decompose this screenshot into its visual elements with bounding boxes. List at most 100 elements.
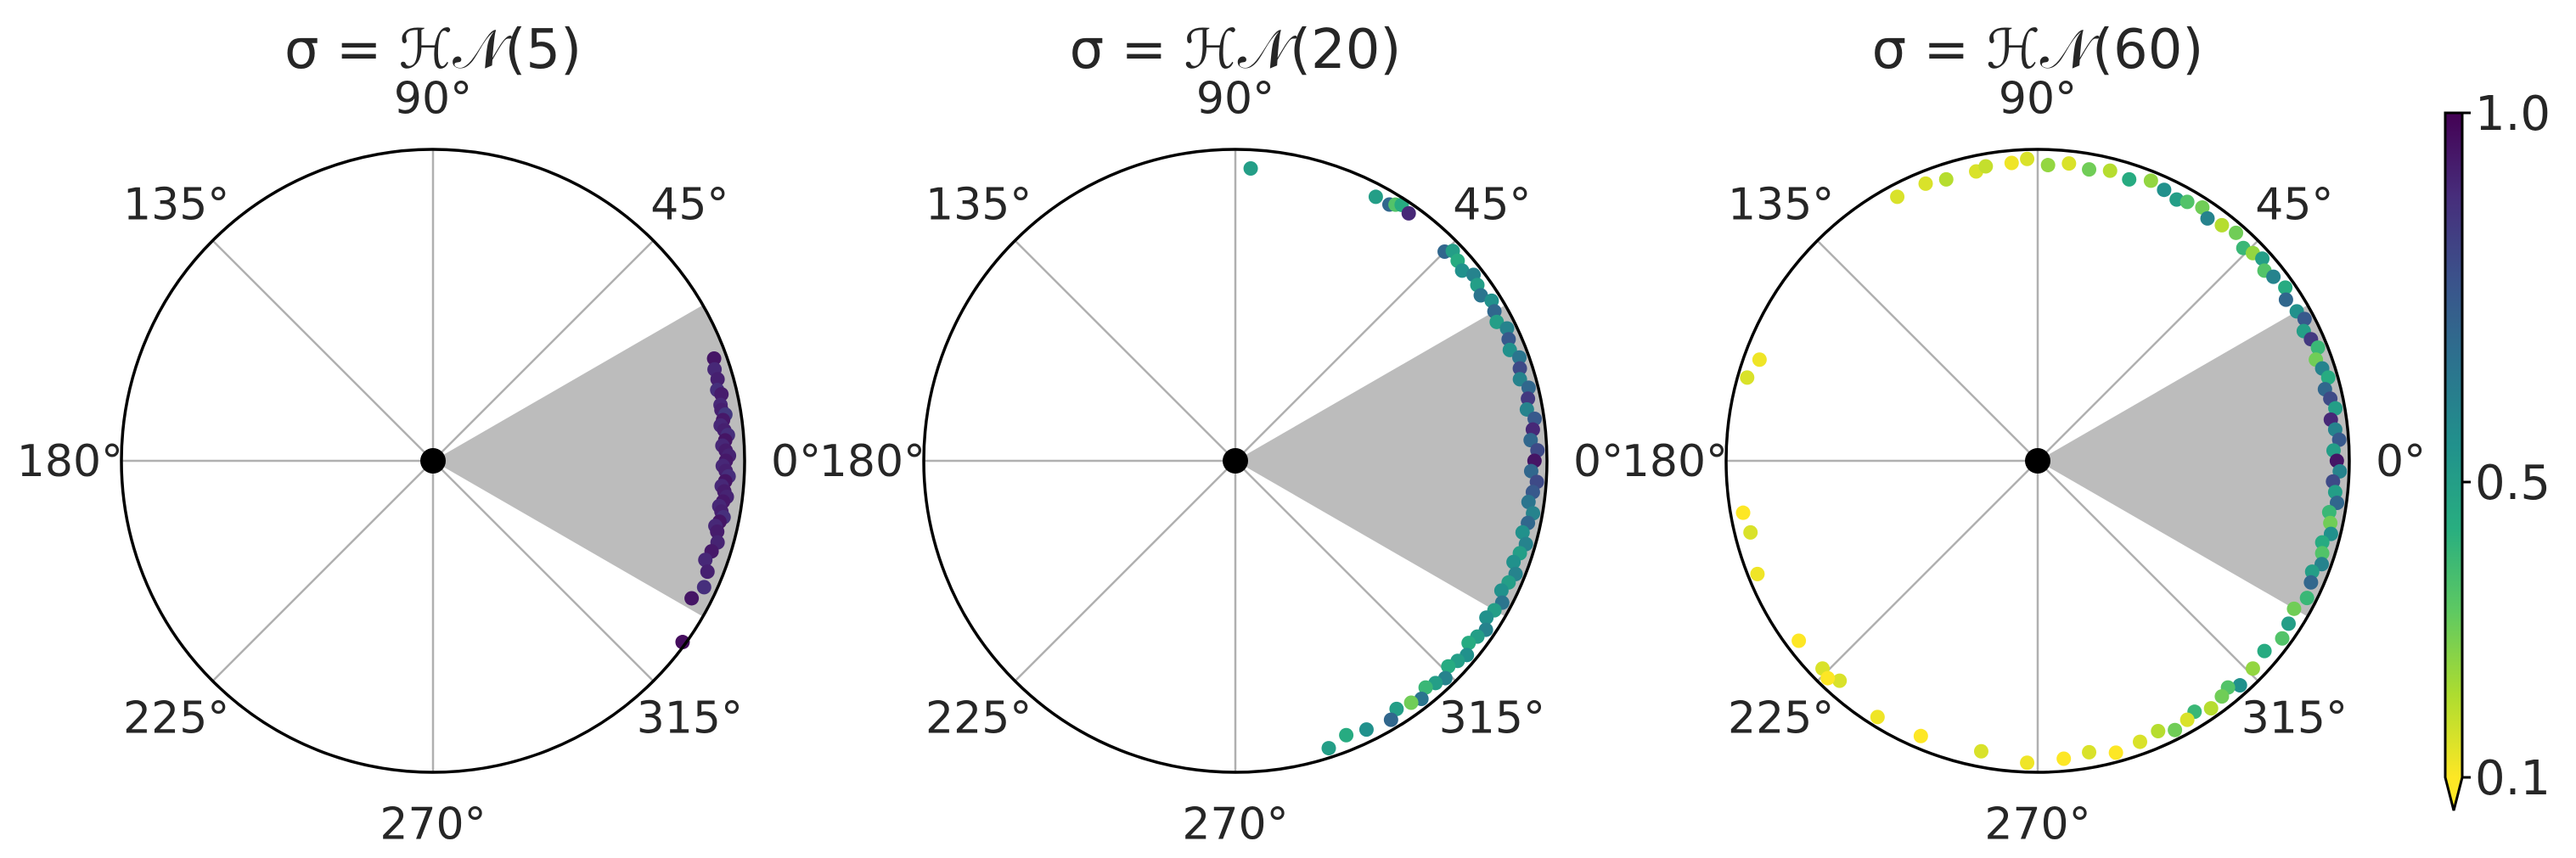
scatter-point	[2133, 734, 2148, 749]
scatter-point	[2195, 199, 2210, 215]
grid-spoke	[211, 460, 434, 682]
theta-tick-label: 270°	[1984, 799, 2090, 850]
shaded-wedge	[2038, 305, 2349, 617]
theta-tick-label: 180°	[819, 436, 925, 487]
subplot-title: σ = ℋ𝒩(20)	[1070, 19, 1402, 81]
scatter-point	[1489, 314, 1505, 329]
colorbar-body	[2445, 113, 2462, 777]
scatter-point	[1441, 659, 1456, 674]
theta-tick-label: 225°	[123, 693, 229, 743]
scatter-point	[1820, 670, 1836, 686]
scatter-points	[675, 350, 737, 650]
scatter-point	[698, 552, 713, 568]
scatter-point	[1870, 709, 1885, 725]
theta-tick-label: 270°	[380, 799, 486, 850]
scatter-point	[2168, 722, 2183, 737]
scatter-point	[1512, 350, 1527, 365]
scatter-point	[2200, 210, 2215, 226]
scatter-point	[2157, 182, 2172, 198]
scatter-point	[2257, 643, 2272, 659]
theta-tick-labels: 0° 45° 90° 135° 180° 225° 270° 315°	[1622, 73, 2426, 850]
theta-tick-labels: 0° 45° 90° 135° 180° 225° 270° 315°	[17, 73, 821, 850]
scatter-point	[1740, 370, 1755, 385]
polar-spine	[922, 148, 1549, 774]
scatter-point	[1515, 524, 1530, 540]
scatter-point	[1389, 701, 1404, 716]
subplot-title: σ = ℋ𝒩(60)	[1872, 19, 2204, 81]
theta-tick-label: 315°	[637, 693, 743, 743]
theta-tick-label: 45°	[2255, 180, 2333, 231]
scatter-point	[2245, 661, 2260, 676]
theta-tick-label: 270°	[1182, 799, 1288, 850]
scatter-point	[2332, 463, 2348, 479]
scatter-point	[1506, 554, 1521, 569]
grid-spoke	[1816, 460, 2039, 682]
center-marker	[1223, 448, 1248, 474]
theta-tick-label: 45°	[650, 180, 728, 231]
scatter-point	[2310, 340, 2326, 356]
scatter-point	[1499, 321, 1515, 336]
scatter-point	[2328, 401, 2343, 416]
scatter-point	[2082, 744, 2097, 760]
center-marker	[2025, 448, 2050, 474]
grid-spoke	[1816, 239, 2039, 462]
scatter-point	[1243, 160, 1258, 176]
theta-tick-label: 180°	[17, 436, 123, 487]
scatter-point	[2275, 631, 2290, 646]
scatter-point	[2286, 601, 2302, 616]
scatter-point	[2214, 689, 2230, 704]
scatter-point	[2299, 591, 2314, 606]
scatter-point	[2281, 616, 2296, 631]
scatter-point	[675, 635, 690, 650]
scatter-point	[2020, 755, 2035, 771]
scatter-point	[1321, 741, 1336, 756]
scatter-point	[1978, 159, 1994, 174]
scatter-point	[2056, 751, 2072, 766]
polar-spine	[1724, 148, 2351, 774]
theta-tick-label: 90°	[394, 73, 472, 124]
scatter-point	[1973, 743, 1988, 759]
theta-tick-label: 315°	[2241, 693, 2348, 743]
theta-tick-label: 90°	[1196, 73, 1274, 124]
scatter-point	[2278, 292, 2293, 307]
scatter-point	[1368, 189, 1383, 205]
scatter-point	[2255, 251, 2270, 266]
scatter-point	[1523, 463, 1538, 479]
scatter-point	[2143, 173, 2158, 188]
scatter-point	[1913, 728, 1928, 743]
scatter-points	[1243, 160, 1545, 756]
colorbar-tick-label: 0.5	[2475, 456, 2551, 511]
colorbar: 1.0 0.5 0.1	[2444, 87, 2551, 811]
theta-tick-label: 0°	[2376, 436, 2426, 487]
scatter-point	[1461, 636, 1476, 651]
scatter-point	[1418, 680, 1433, 695]
scatter-point	[2061, 156, 2077, 171]
scatter-point	[2151, 724, 2166, 739]
scatter-point	[2266, 269, 2281, 284]
scatter-point	[1512, 361, 1527, 376]
scatter-point	[1479, 610, 1494, 625]
colorbar-extend-min	[2445, 777, 2462, 810]
scatter-point	[2297, 311, 2312, 327]
grid-spoke	[1235, 460, 1457, 682]
shaded-wedge	[433, 305, 745, 617]
scatter-point	[1521, 391, 1536, 407]
scatter-point	[1743, 524, 1758, 540]
scatter-point	[1454, 263, 1470, 278]
theta-tick-label: 90°	[1999, 73, 2077, 124]
scatter-point	[1527, 411, 1543, 426]
scatter-point	[1918, 176, 1933, 191]
theta-tick-label: 135°	[123, 180, 229, 231]
scatter-point	[2004, 155, 2019, 171]
scatter-point	[1750, 566, 1765, 581]
scatter-point	[2020, 151, 2035, 166]
scatter-point	[1832, 673, 1848, 688]
scatter-point	[1501, 332, 1516, 347]
scatter-point	[2108, 745, 2123, 760]
scatter-point	[1521, 495, 1536, 510]
scatter-point	[1791, 633, 1807, 648]
scatter-point	[2102, 163, 2118, 178]
scatter-point	[1752, 352, 1767, 367]
grid-spoke	[1014, 239, 1236, 462]
polar-grid	[924, 149, 1547, 772]
